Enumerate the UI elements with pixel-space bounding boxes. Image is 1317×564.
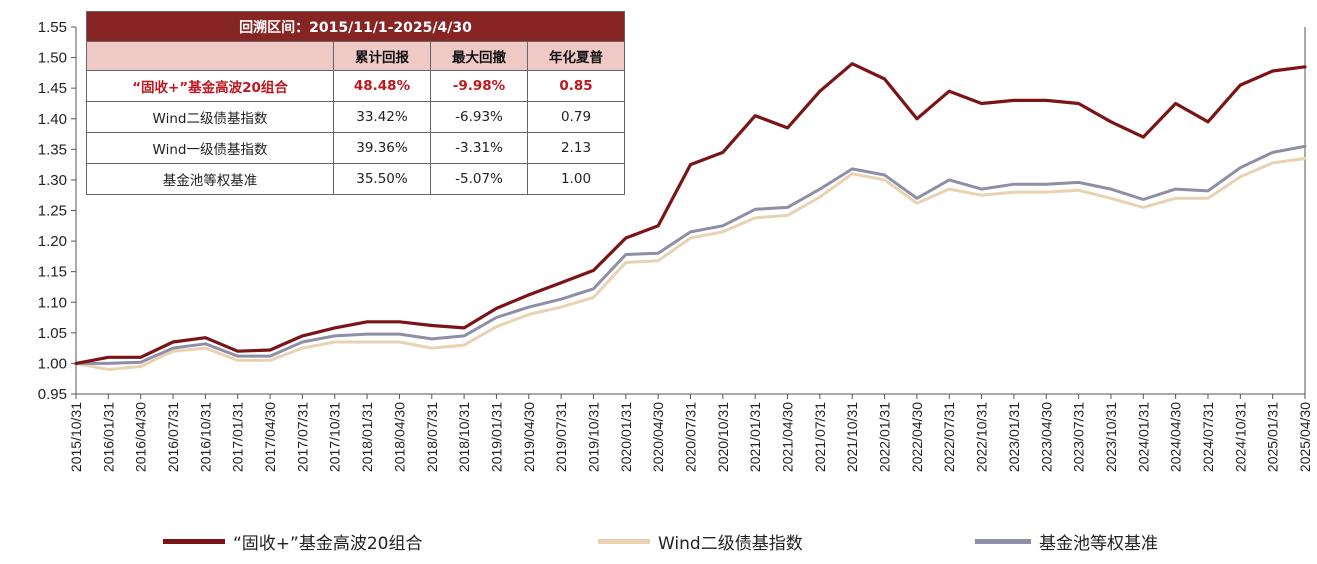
table-header-mdd: 最大回撤 [430,41,528,71]
table-header-sharpe: 年化夏普 [527,41,625,71]
row-sharpe: 0.79 [527,101,625,133]
legend-item-s3: 基金池等权基准 [975,528,1158,554]
x-tick-label: 2023/07/31 [1071,402,1087,472]
x-tick-label: 2016/01/31 [100,402,116,472]
y-tick-label: 1.20 [38,233,67,250]
row-name: Wind一级债基指数 [86,132,334,164]
y-tick-label: 1.15 [38,264,67,281]
x-tick-label: 2020/04/30 [650,402,666,472]
y-tick-label: 1.45 [38,80,67,97]
row-sharpe: 1.00 [527,163,625,195]
table-title: 回溯区间：2015/11/1-2025/4/30 [86,11,625,42]
y-tick-label: 1.10 [38,294,67,311]
series-layer [74,62,1307,371]
legend-item-s1: “固收+”基金高波20组合 [163,528,423,554]
legend-label-s1: “固收+”基金高波20组合 [233,533,423,554]
table-header-blank [86,41,334,71]
row-cum: 33.42% [333,101,431,133]
table-row: Wind二级债基指数 33.42% -6.93% 0.79 [86,101,625,133]
x-tick-label: 2023/10/31 [1103,402,1119,472]
x-tick-label: 2022/01/31 [877,402,893,472]
x-tick-label: 2021/07/31 [812,402,828,472]
x-tick-label: 2022/07/31 [941,402,957,472]
y-tick-label: 1.35 [38,141,67,158]
x-tick-label: 2016/04/30 [133,402,149,472]
performance-table: 回溯区间：2015/11/1-2025/4/30 累计回报 最大回撤 年化夏普 … [86,11,625,195]
x-tick-label: 2018/07/31 [424,402,440,472]
x-tick-label: 2025/04/30 [1297,402,1313,472]
row-name: 基金池等权基准 [86,163,334,195]
x-tick-label: 2019/04/30 [521,402,537,472]
x-tick-label: 2017/10/31 [327,402,343,472]
row-cum: 35.50% [333,163,431,195]
x-tick-label: 2015/10/31 [68,402,84,472]
table-row: 基金池等权基准 35.50% -5.07% 1.00 [86,163,625,195]
row-cum: 39.36% [333,132,431,164]
row-sharpe: 0.85 [527,70,625,102]
x-tick-label: 2022/10/31 [974,402,990,472]
x-tick-label: 2022/04/30 [909,402,925,472]
series-line-s3 [74,144,1307,365]
x-tick-label: 2019/07/31 [553,402,569,472]
y-tick-label: 1.50 [38,50,67,67]
row-sharpe: 2.13 [527,132,625,164]
y-axis: 0.95 1.00 1.05 1.10 1.15 1.20 1.25 1.30 1.35 1.40… [38,19,1306,403]
x-tick-label: 2023/04/30 [1038,402,1054,472]
x-tick-label: 2021/01/31 [747,402,763,472]
x-tick-label: 2017/07/31 [294,402,310,472]
x-tick-label: 2024/04/30 [1168,402,1184,472]
x-tick-label: 2024/07/31 [1200,402,1216,472]
y-tick-label: 1.30 [38,172,67,189]
row-mdd: -3.31% [430,132,528,164]
x-tick-label: 2020/10/31 [715,402,731,472]
x-axis: 2015/10/31 2016/01/31 2016/04/30 2016/07/31… [68,393,1313,472]
table-header-cum: 累计回报 [333,41,431,71]
legend-item-s2: Wind二级债基指数 [598,528,803,554]
x-tick-label: 2019/10/31 [585,402,601,472]
y-tick-label: 1.55 [38,19,67,36]
x-tick-label: 2024/01/31 [1135,402,1151,472]
x-tick-label: 2025/01/31 [1265,402,1281,472]
y-tick-label: 1.00 [38,355,67,372]
x-tick-label: 2016/07/31 [165,402,181,472]
legend-swatch-s1 [163,538,225,544]
series-line-s1 [74,62,1307,365]
x-tick-label: 2018/10/31 [456,402,472,472]
row-mdd: -6.93% [430,101,528,133]
table-header-row: 累计回报 最大回撤 年化夏普 [86,41,625,71]
series-line-s2 [74,157,1307,371]
y-tick-label: 0.95 [38,386,67,403]
table-row: “固收+”基金高波20组合 48.48% -9.98% 0.85 [86,70,625,102]
row-mdd: -9.98% [430,70,528,102]
row-name: “固收+”基金高波20组合 [86,70,334,102]
x-tick-label: 2019/01/31 [488,402,504,472]
x-tick-label: 2016/10/31 [197,402,213,472]
x-tick-label: 2017/04/30 [262,402,278,472]
legend-label-s3: 基金池等权基准 [1039,533,1158,554]
x-tick-label: 2018/04/30 [391,402,407,472]
legend-swatch-s2 [598,538,650,544]
row-cum: 48.48% [333,70,431,102]
x-tick-label: 2023/01/31 [1006,402,1022,472]
x-tick-label: 2020/07/31 [683,402,699,472]
table-row: Wind一级债基指数 39.36% -3.31% 2.13 [86,132,625,164]
legend-label-s2: Wind二级债基指数 [658,533,803,554]
x-tick-label: 2024/10/31 [1232,402,1248,472]
y-tick-label: 1.40 [38,111,67,128]
x-tick-label: 2017/01/31 [230,402,246,472]
row-mdd: -5.07% [430,163,528,195]
y-tick-label: 1.25 [38,203,67,220]
row-name: Wind二级债基指数 [86,101,334,133]
x-tick-label: 2020/01/31 [618,402,634,472]
legend-swatch-s3 [975,538,1031,544]
y-tick-label: 1.05 [38,325,67,342]
x-tick-label: 2021/04/30 [780,402,796,472]
x-tick-label: 2018/01/31 [359,402,375,472]
x-tick-label: 2021/10/31 [844,402,860,472]
